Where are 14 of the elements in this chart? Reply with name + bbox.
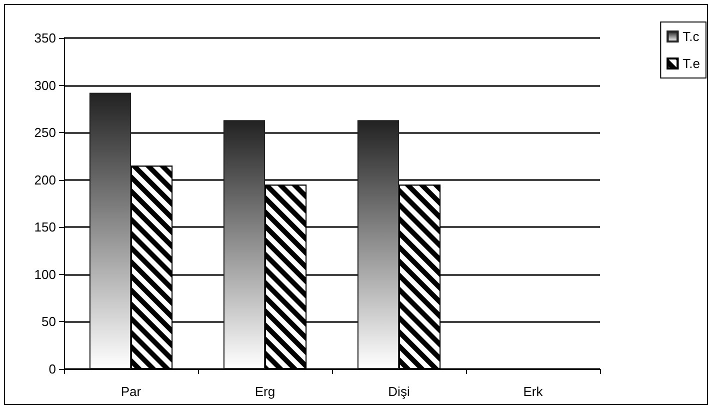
x-tick-label: Erg <box>254 384 276 399</box>
legend-label: T.e <box>682 56 700 71</box>
y-tick-label: 250 <box>34 125 56 140</box>
x-tick-label: Dişi <box>388 384 410 399</box>
legend-label: T.c <box>682 29 700 44</box>
y-tick-label: 350 <box>34 30 56 46</box>
y-tick-label: 200 <box>34 172 56 188</box>
y-tick-label: 150 <box>34 220 56 235</box>
x-tick-label: Erk <box>523 384 544 399</box>
y-tick-label: 50 <box>42 314 56 330</box>
y-tick-label: 100 <box>34 266 56 282</box>
y-tick-label: 0 <box>48 362 56 376</box>
y-tick-label: 300 <box>34 78 56 93</box>
x-tick-label: Par <box>120 384 142 399</box>
